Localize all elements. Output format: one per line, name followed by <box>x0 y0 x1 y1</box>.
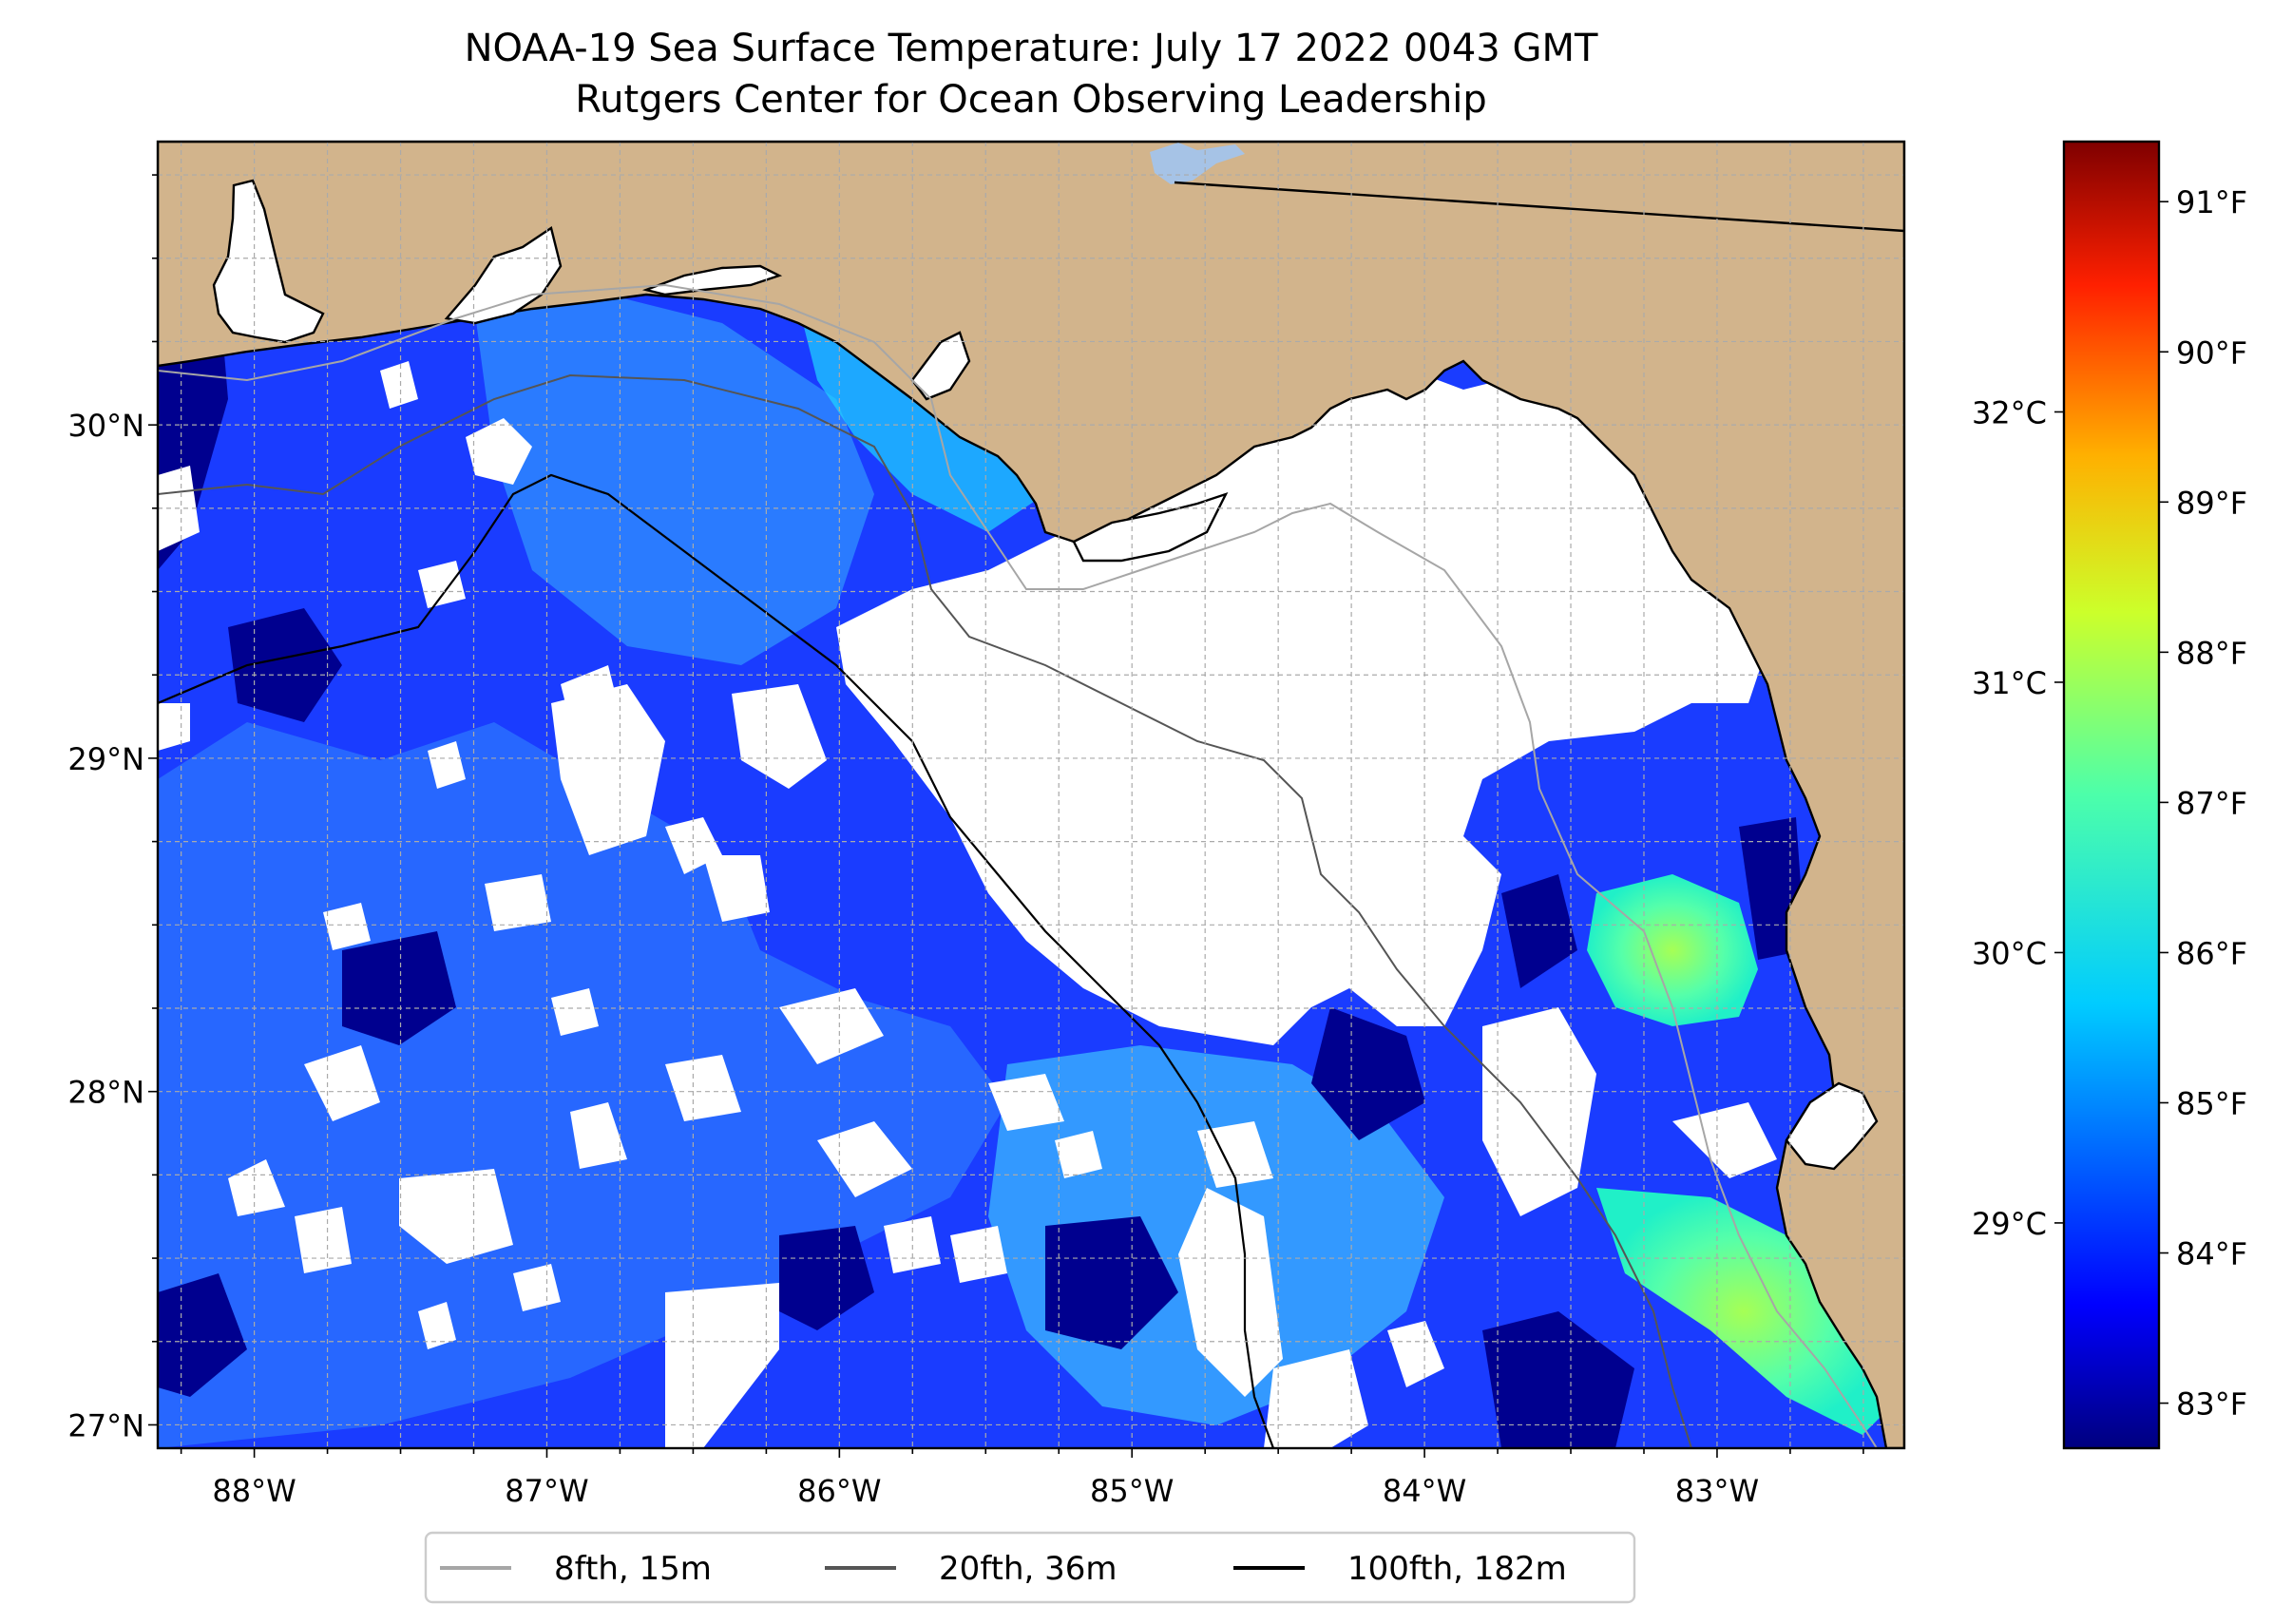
cbar-c-label: 29°C <box>1972 1206 2047 1242</box>
state-border <box>1174 181 1904 233</box>
tampa-bay <box>1785 1081 1879 1171</box>
contour-8fth <box>158 283 1878 1448</box>
lake <box>1150 143 1245 184</box>
colorbar-gradient <box>2062 140 2161 1450</box>
mobile-bay <box>212 179 325 344</box>
contour-legend: 8fth, 15m 20fth, 36m 100fth, 182m <box>424 1531 1636 1604</box>
cbar-c-label: 30°C <box>1972 935 2047 971</box>
legend-box <box>424 1531 1636 1604</box>
cbar-f-label: 84°F <box>2176 1236 2247 1272</box>
map-frame <box>156 140 1906 1450</box>
cbar-f-label: 85°F <box>2176 1085 2247 1121</box>
lon-tick-label: 88°W <box>212 1473 296 1509</box>
cbar-f-label: 88°F <box>2176 635 2247 671</box>
cbar-f-label: 89°F <box>2176 485 2247 521</box>
cbar-c-label: 32°C <box>1972 394 2047 430</box>
colorbar-celsius-axis: 32°C 31°C 30°C 29°C <box>1972 394 2064 1242</box>
title-line-2: Rutgers Center for Ocean Observing Leade… <box>575 78 1487 122</box>
sst-warm-spot-tampa <box>1596 1188 1891 1435</box>
cbar-f-label: 91°F <box>2176 184 2247 220</box>
lat-tick-label: 30°N <box>67 408 144 444</box>
lon-tick-label: 86°W <box>797 1473 881 1509</box>
contour-20fth <box>158 373 1692 1448</box>
graticule <box>158 142 1904 1448</box>
pensacola-bay <box>444 226 563 325</box>
cbar-f-label: 87°F <box>2176 785 2247 821</box>
title-line-1: NOAA-19 Sea Surface Temperature: July 17… <box>465 27 1598 70</box>
lon-tick-label: 87°W <box>505 1473 588 1509</box>
legend-label-8fth: 8fth, 15m <box>554 1550 712 1588</box>
lat-tick-label: 27°N <box>67 1407 144 1443</box>
cbar-f-label: 90°F <box>2176 334 2247 371</box>
lat-tick-label: 28°N <box>67 1075 144 1111</box>
lon-tick-label: 85°W <box>1090 1473 1174 1509</box>
latitude-axis: 30°N 29°N 28°N 27°N <box>67 174 158 1443</box>
cbar-f-label: 83°F <box>2176 1386 2247 1423</box>
legend-label-100fth: 100fth, 182m <box>1347 1550 1567 1588</box>
longitude-axis: 88°W 87°W 86°W 85°W 84°W 83°W <box>180 1448 1864 1509</box>
sst-map[interactable] <box>158 142 1904 1448</box>
sst-region-light-2 <box>475 295 874 665</box>
colorbar: 91°F 90°F 89°F 88°F 87°F 86°F 85°F 84°F 83°F 32°… <box>1972 140 2247 1450</box>
lon-tick-label: 84°W <box>1383 1473 1466 1509</box>
apalachicola-bay <box>1072 491 1229 563</box>
legend-label-20fth: 20fth, 36m <box>939 1550 1117 1588</box>
lon-tick-label: 83°W <box>1675 1473 1759 1509</box>
lat-tick-label: 29°N <box>67 741 144 777</box>
cbar-c-label: 31°C <box>1972 665 2047 701</box>
sst-warm-spot-bigbend <box>1587 874 1758 1026</box>
cbar-f-label: 86°F <box>2176 935 2247 971</box>
colorbar-fahrenheit-axis: 91°F 90°F 89°F 88°F 87°F 86°F 85°F 84°F 83°F <box>2159 184 2247 1423</box>
